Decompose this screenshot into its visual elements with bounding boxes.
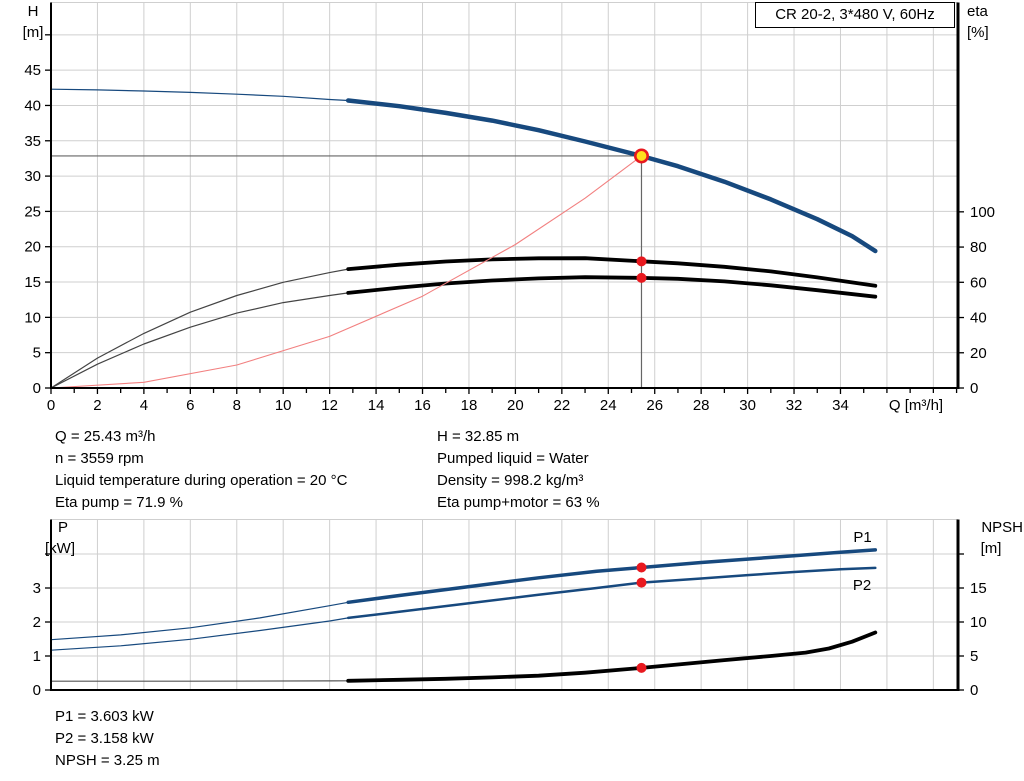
npsh-axis-label: NPSH (981, 519, 1023, 536)
x-tick-label: 32 (786, 397, 803, 414)
x-tick-label: 26 (646, 397, 663, 414)
p1-curve-thin (50, 601, 349, 641)
info-line-eta-pump: Eta pump = 71.9 % (55, 494, 183, 511)
x-tick-label: 30 (739, 397, 756, 414)
x-tick-label: 6 (186, 397, 194, 414)
system-curve (50, 155, 643, 389)
npsh-axis-unit: [m] (980, 540, 1002, 557)
pump-title-box: CR 20-2, 3*480 V, 60Hz (755, 2, 955, 28)
duty-info-right: H = 32.85 m Pumped liquid = Water Densit… (437, 426, 600, 514)
operating-dot (636, 562, 647, 573)
info-line-speed: n = 3559 rpm (55, 450, 144, 467)
y-left-tick-label: 0 (33, 380, 41, 397)
eta-axis-unit: [%] (967, 24, 989, 41)
x-tick-label: 34 (832, 397, 849, 414)
y-right-tick-label: 0 (970, 380, 978, 397)
y-left-tick-label: 45 (24, 62, 41, 79)
y-left-tick-label: 2 (33, 614, 41, 631)
y-right-tick-label: 0 (970, 682, 978, 699)
eta-pump-motor-curve (346, 275, 878, 299)
p1-curve (346, 548, 878, 605)
info-line-eta-pump-motor: Eta pump+motor = 63 % (437, 494, 600, 511)
y-right-tick-label: 20 (970, 345, 987, 362)
x-tick-label: 18 (461, 397, 478, 414)
y-right-tick-label: 40 (970, 310, 987, 327)
info-line-density: Density = 998.2 kg/m³ (437, 472, 584, 489)
info-line-npsh: NPSH = 3.25 m (55, 752, 160, 769)
power-npsh-chart: 0 1 2 3 0 5 10 15 P1 P2 (33, 519, 987, 699)
info-line-liquid: Pumped liquid = Water (437, 450, 589, 467)
x-tick-label: 10 (275, 397, 292, 414)
x-tick-label: 24 (600, 397, 617, 414)
h-axis-unit: [m] (22, 24, 44, 41)
info-line-p2: P2 = 3.158 kW (55, 730, 154, 747)
y-right-tick-label: 100 (970, 204, 995, 221)
y-left-tick-label: 30 (24, 168, 41, 185)
operating-dot (636, 272, 647, 283)
y-left-tick-label: 20 (24, 239, 41, 256)
operating-dot (636, 577, 647, 588)
operating-dot (636, 256, 647, 267)
npsh-curve (346, 630, 878, 683)
x-tick-label: 2 (93, 397, 101, 414)
info-line-temperature: Liquid temperature during operation = 20… (55, 472, 348, 489)
duty-info-left: Q = 25.43 m³/h n = 3559 rpm Liquid tempe… (55, 426, 347, 514)
y-right-tick-label: 80 (970, 239, 987, 256)
info-line-q: Q = 25.43 m³/h (55, 428, 156, 445)
x-tick-label: 20 (507, 397, 524, 414)
x-tick-label: 8 (233, 397, 241, 414)
y-right-tick-label: 60 (970, 274, 987, 291)
p-axis-label: P (57, 519, 68, 536)
y-left-tick-label: 1 (33, 648, 41, 665)
y-left-tick-label: 3 (33, 580, 41, 597)
y-left-tick-label: 10 (24, 309, 41, 326)
y-left-tick-label: 25 (24, 203, 41, 220)
y-right-tick-label: 5 (970, 648, 978, 665)
p2-curve-thin (50, 617, 349, 651)
y-left-tick-label: 15 (24, 274, 41, 291)
info-line-p1: P1 = 3.603 kW (55, 708, 154, 725)
eta-pump-curve (346, 256, 878, 288)
h-axis-label: H (27, 3, 39, 20)
eta-axis-label: eta (967, 3, 988, 20)
hq-eta-chart: 0 2 4 6 8 10 12 14 16 18 20 22 24 26 28 30 32 34051015202… (24, 2, 995, 414)
x-tick-label: 0 (47, 397, 55, 414)
y-left-tick-label: 40 (24, 97, 41, 114)
eta-pump-motor-curve-thin (50, 292, 349, 389)
curve-label-p1: P1 (853, 529, 871, 546)
x-tick-label: 12 (321, 397, 338, 414)
y-left-tick-label: 0 (33, 682, 41, 699)
x-tick-label: 14 (368, 397, 385, 414)
head-curve-thin (50, 88, 349, 102)
duty-info-bottom: P1 = 3.603 kW P2 = 3.158 kW NPSH = 3.25 … (55, 706, 160, 772)
y-left-tick-label: 35 (24, 133, 41, 150)
q-axis-label: Q [m³/h] (888, 397, 944, 414)
y-left-tick-label: 5 (33, 345, 41, 362)
eta-pump-curve-thin (50, 268, 349, 389)
curve-label-p2: P2 (853, 577, 871, 594)
y-right-tick-label: 10 (970, 614, 987, 631)
x-tick-label: 4 (140, 397, 148, 414)
x-tick-label: 16 (414, 397, 431, 414)
x-tick-label: 28 (693, 397, 710, 414)
operating-dot (636, 662, 647, 673)
x-tick-label: 22 (553, 397, 570, 414)
y-right-tick-label: 15 (970, 580, 987, 597)
info-line-h: H = 32.85 m (437, 428, 520, 445)
duty-point (633, 148, 649, 164)
p-axis-unit: [kW] (45, 540, 75, 557)
